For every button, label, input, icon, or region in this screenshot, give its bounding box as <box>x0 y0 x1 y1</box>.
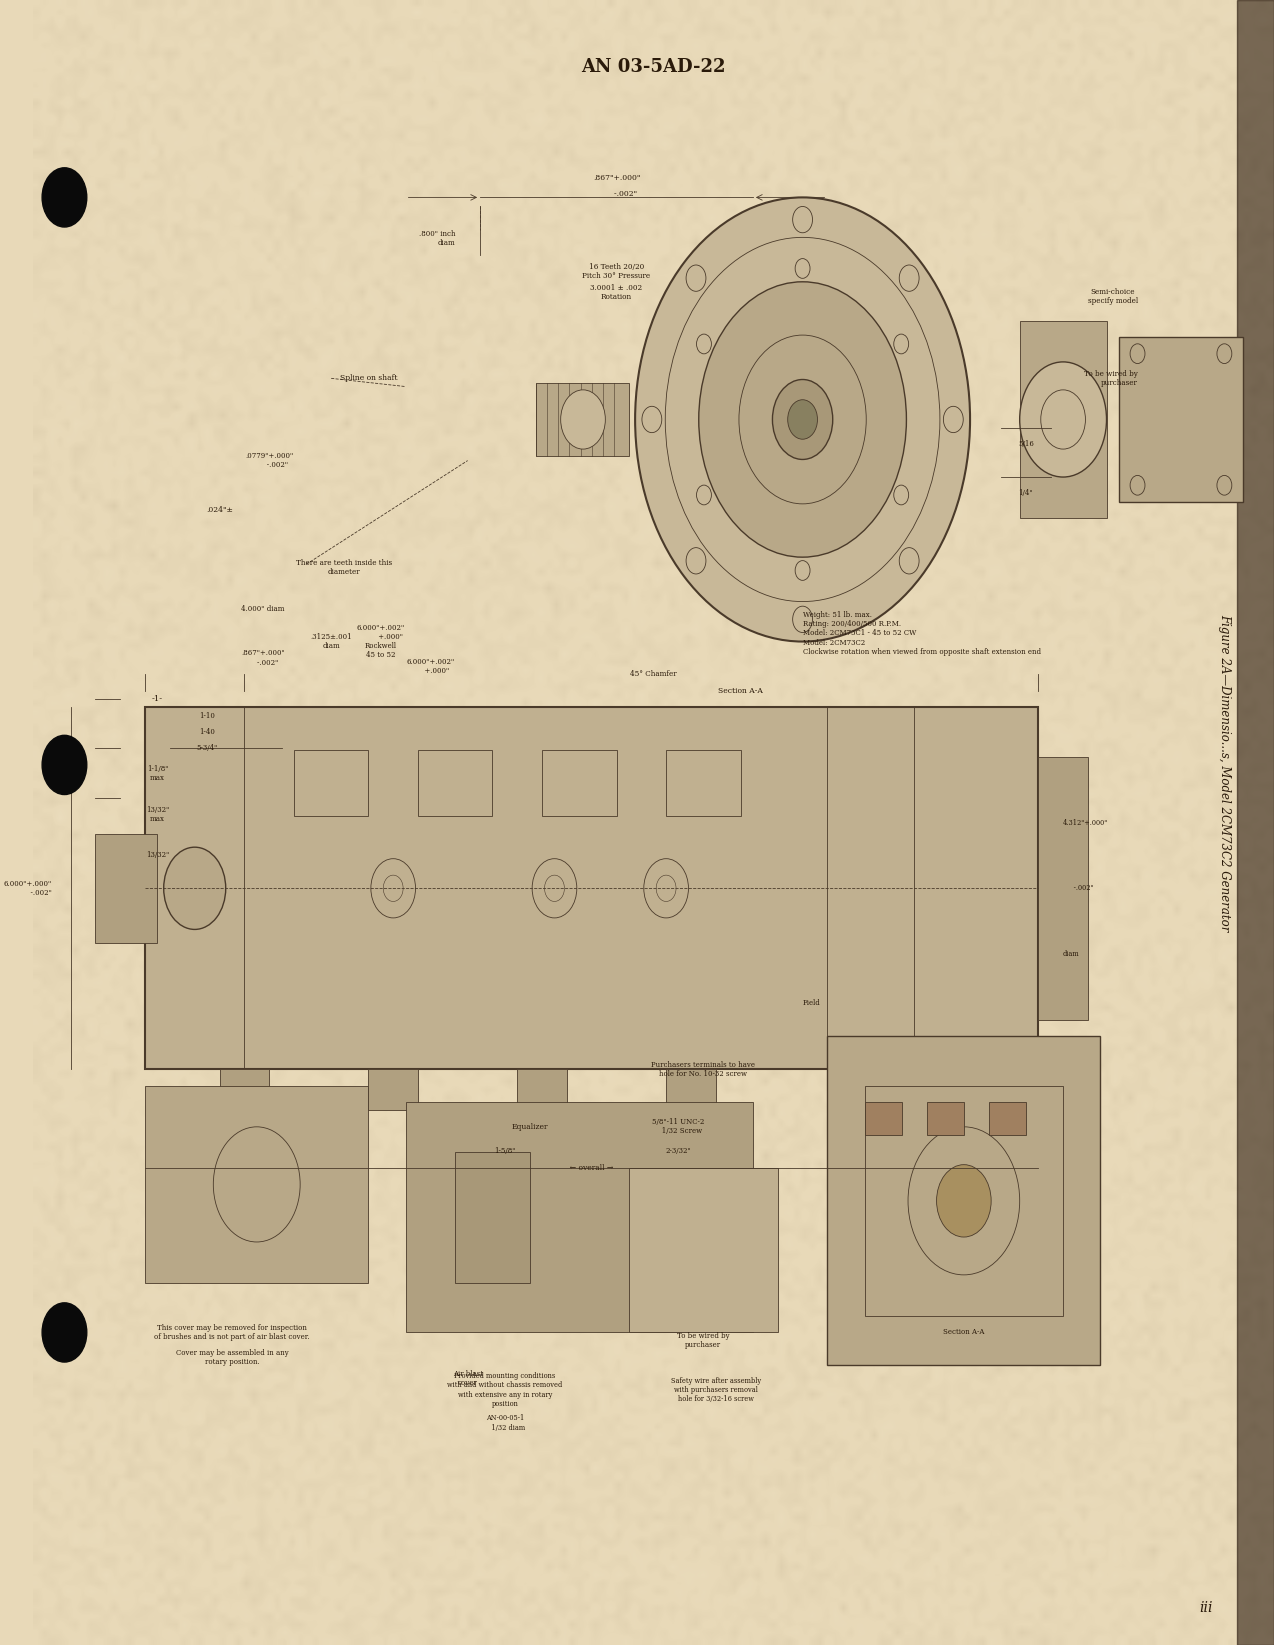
Text: Equalizer: Equalizer <box>511 1124 548 1130</box>
Text: 4.000" diam: 4.000" diam <box>241 605 284 612</box>
Text: Air blast
cover: Air blast cover <box>452 1370 483 1387</box>
Circle shape <box>42 735 87 795</box>
Text: Spline on shaft: Spline on shaft <box>340 375 397 382</box>
Text: To be wired by
purchaser: To be wired by purchaser <box>1084 370 1138 387</box>
Text: .867"+.000"
    -.002": .867"+.000" -.002" <box>241 650 285 666</box>
Text: diam: diam <box>1063 951 1080 957</box>
Bar <box>541 750 617 816</box>
Bar <box>219 1069 269 1110</box>
Text: 5-3/4": 5-3/4" <box>196 745 218 752</box>
Circle shape <box>787 400 818 439</box>
Circle shape <box>163 847 225 929</box>
Bar <box>405 1102 753 1332</box>
Circle shape <box>636 197 970 642</box>
Bar <box>294 750 368 816</box>
Text: 13/32": 13/32" <box>145 852 169 859</box>
Text: 5/16: 5/16 <box>1018 441 1033 447</box>
Text: .0779"+.000"
       -.002": .0779"+.000" -.002" <box>245 452 293 469</box>
Bar <box>1119 337 1243 502</box>
Text: Figure 2A—Dimensio...s, Model 2CM73C2 Generator: Figure 2A—Dimensio...s, Model 2CM73C2 Ge… <box>1218 615 1231 931</box>
Bar <box>1019 321 1107 518</box>
Text: To be wired by
purchaser: To be wired by purchaser <box>676 1332 730 1349</box>
Bar <box>145 1086 368 1283</box>
Text: Semi-choice
specify model: Semi-choice specify model <box>1088 288 1138 304</box>
Circle shape <box>42 1303 87 1362</box>
Text: .024"±: .024"± <box>206 507 233 513</box>
Text: Purchasers terminals to have
hole for No. 10-32 screw: Purchasers terminals to have hole for No… <box>651 1061 755 1077</box>
Text: -.002": -.002" <box>1063 885 1093 892</box>
Text: 4.312"+.000": 4.312"+.000" <box>1063 819 1108 826</box>
Text: .867"+.000": .867"+.000" <box>592 174 641 181</box>
Text: Section A-A: Section A-A <box>719 688 763 694</box>
Circle shape <box>1019 362 1107 477</box>
Bar <box>865 1086 1063 1316</box>
Text: 6.000"+.000"
      -.002": 6.000"+.000" -.002" <box>4 880 52 897</box>
Text: 1-40: 1-40 <box>199 729 215 735</box>
Bar <box>536 383 629 456</box>
Text: 5/8"-11 UNC-2
   1/32 Screw: 5/8"-11 UNC-2 1/32 Screw <box>652 1119 705 1135</box>
Text: Cover may be assembled in any
rotary position.: Cover may be assembled in any rotary pos… <box>176 1349 288 1365</box>
Bar <box>418 750 493 816</box>
Bar <box>455 1152 530 1283</box>
Text: -.002": -.002" <box>595 191 637 197</box>
Bar <box>96 834 158 943</box>
Text: .3125±.001
diam: .3125±.001 diam <box>311 633 352 650</box>
Text: Safety wire after assembly
with purchasers removal
hole for 3/32-16 screw: Safety wire after assembly with purchase… <box>670 1377 761 1403</box>
Text: There are teeth inside this
diameter: There are teeth inside this diameter <box>296 559 391 576</box>
Text: AN-00-05-1
   1/32 diam: AN-00-05-1 1/32 diam <box>484 1415 525 1431</box>
Circle shape <box>698 281 906 558</box>
Bar <box>145 707 1038 1069</box>
Bar <box>989 1102 1026 1135</box>
Circle shape <box>936 1165 991 1237</box>
Circle shape <box>561 390 605 449</box>
Text: 16 Teeth 20/20
Pitch 30° Pressure: 16 Teeth 20/20 Pitch 30° Pressure <box>582 263 651 280</box>
Circle shape <box>772 380 833 459</box>
Bar <box>666 1069 716 1110</box>
Bar <box>368 1069 418 1110</box>
Text: 1-10: 1-10 <box>199 712 215 719</box>
Text: 13/32"
max: 13/32" max <box>145 806 169 822</box>
Text: 6.000"+.002"
      +.000": 6.000"+.002" +.000" <box>406 658 455 674</box>
Bar <box>1237 0 1274 1645</box>
Bar <box>666 750 740 816</box>
Bar <box>629 1168 777 1332</box>
Text: ← overall →: ← overall → <box>566 1165 618 1171</box>
Text: This cover may be removed for inspection
of brushes and is not part of air blast: This cover may be removed for inspection… <box>154 1324 310 1341</box>
Bar <box>926 1102 964 1135</box>
Bar <box>1038 757 1088 1020</box>
Text: Weight: 51 lb. max.
Rating: 200/400/500 R.P.M.
Model: 2CM73C1 - 45 to 52 CW
Mode: Weight: 51 lb. max. Rating: 200/400/500 … <box>803 610 1041 656</box>
Text: 2-3/32": 2-3/32" <box>665 1148 692 1155</box>
Text: -1-: -1- <box>152 696 163 702</box>
Bar <box>865 1102 902 1135</box>
Text: 1-5/8": 1-5/8" <box>494 1148 516 1155</box>
Text: 1-1/8"
max: 1-1/8" max <box>147 765 168 781</box>
Text: Section A-A: Section A-A <box>943 1329 985 1336</box>
Bar <box>827 1036 1101 1365</box>
Text: 1/4": 1/4" <box>1019 490 1033 497</box>
Text: 6.000"+.002"
         +.000"
Rockwell
45 to 52: 6.000"+.002" +.000" Rockwell 45 to 52 <box>357 623 405 660</box>
Text: AN 03-5AD-22: AN 03-5AD-22 <box>581 58 726 76</box>
Text: Provided mounting conditions
with and without chassis removed
with extensive any: Provided mounting conditions with and wi… <box>447 1372 563 1408</box>
Text: iii: iii <box>1199 1601 1213 1615</box>
Text: 3.0001 ± .002
Rotation: 3.0001 ± .002 Rotation <box>590 285 642 301</box>
Text: .800" inch
diam: .800" inch diam <box>419 230 455 247</box>
Bar <box>517 1069 567 1110</box>
Text: 45° Chamfer: 45° Chamfer <box>631 671 676 678</box>
Text: Field: Field <box>803 1000 820 1007</box>
Circle shape <box>42 168 87 227</box>
